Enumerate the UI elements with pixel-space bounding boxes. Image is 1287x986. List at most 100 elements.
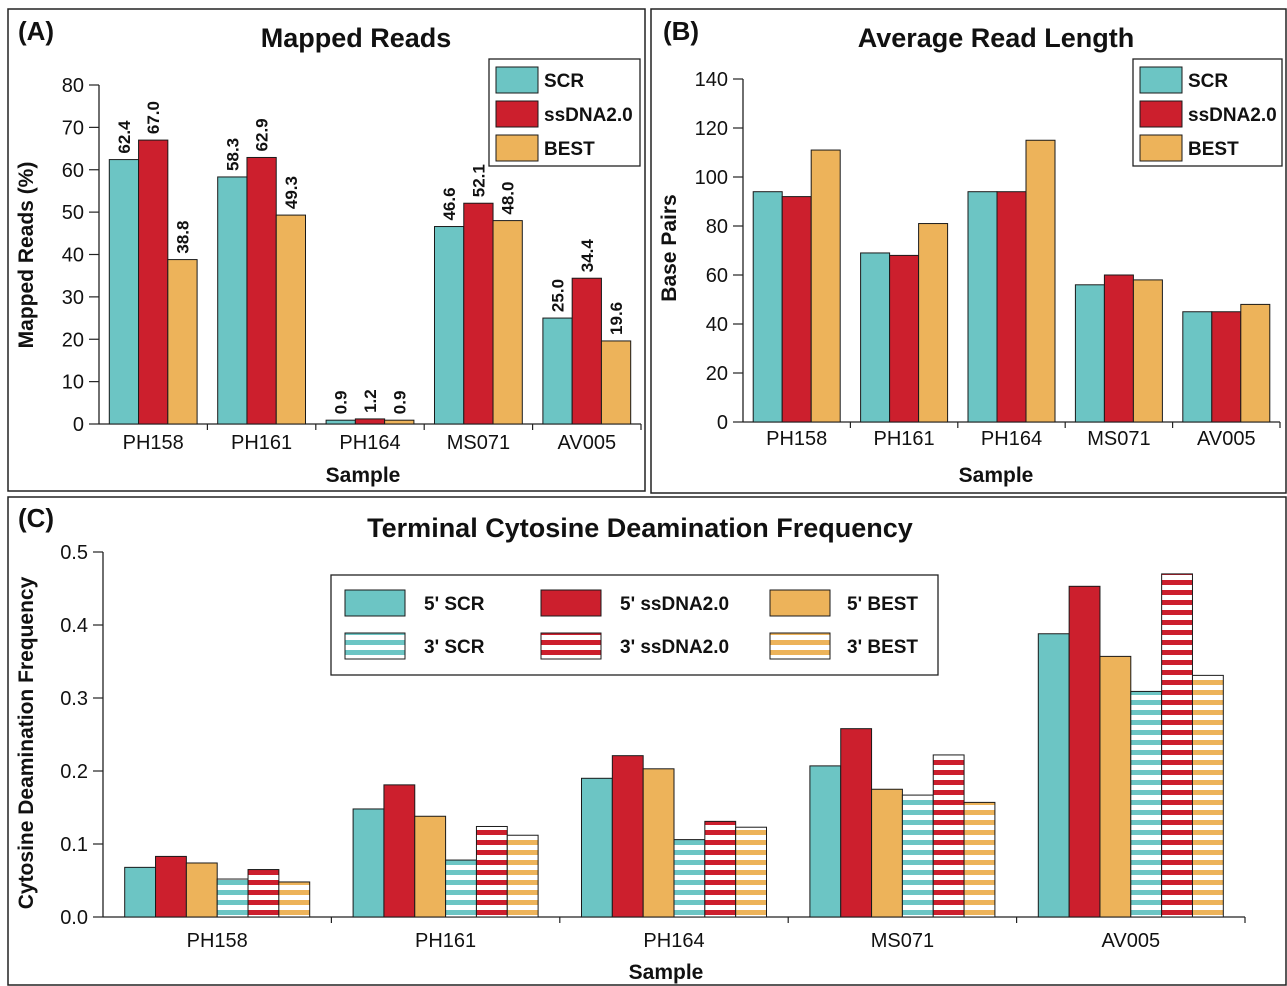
panel-c-ytick-label: 0.0 xyxy=(60,907,88,929)
panel-b-bar-best-ms071 xyxy=(1132,279,1163,423)
panel-c-legend-swatch-3-ssdna20 xyxy=(540,632,602,660)
panel-a-data-label: 25.0 xyxy=(549,279,568,312)
panel-a-data-label: 38.8 xyxy=(173,220,192,253)
panel-a-bar-ssdna20-ph158 xyxy=(138,139,169,425)
panel-b-legend-label-ssdna20: ssDNA2.0 xyxy=(1188,105,1277,126)
panel-b-bar-scr-ph164 xyxy=(967,191,998,423)
panel-a-bar-best-ms071 xyxy=(492,220,523,425)
panel-a-data-label: 58.3 xyxy=(223,138,242,171)
panel-b-ytick-label: 140 xyxy=(695,69,728,91)
panel-b-legend-swatch-best xyxy=(1139,134,1183,162)
panel-b-frame xyxy=(650,8,1287,494)
panel-c-bar-3-ssdna20-ph164 xyxy=(704,820,737,918)
panel-c-bar-3-ssdna20-ms071 xyxy=(932,754,965,918)
panel-c-bar-5-best-ph164 xyxy=(642,768,675,918)
panel-b-legend-label-best: BEST xyxy=(1188,139,1239,160)
panel-b-bar-best-av005 xyxy=(1240,303,1271,423)
panel-c-ytick-label: 0.3 xyxy=(60,688,88,710)
panel-c-bar-5-scr-ph161 xyxy=(352,808,385,918)
panel-a-data-label: 0.9 xyxy=(332,391,351,415)
panel-b-bar-scr-av005 xyxy=(1182,311,1213,423)
panel-a-category-label: MS071 xyxy=(447,432,510,454)
panel-b-ytick-label: 100 xyxy=(695,167,728,189)
panel-c-bar-5-scr-av005 xyxy=(1037,633,1070,918)
panel-c-legend-label-5-best: 5' BEST xyxy=(847,594,918,615)
panel-c-category-label: MS071 xyxy=(871,930,934,952)
panel-c-legend-label-3-scr: 3' SCR xyxy=(424,637,485,658)
panel-a-legend-label-ssdna20: ssDNA2.0 xyxy=(544,105,633,126)
panel-c-bar-3-ssdna20-av005 xyxy=(1161,573,1193,918)
panel-c-title: Terminal Cytosine Deamination Frequency xyxy=(367,513,913,543)
panel-c-bar-3-best-ph164 xyxy=(735,826,768,918)
panel-a-ytick-label: 80 xyxy=(62,75,84,97)
panel-a-legend-label-best: BEST xyxy=(544,139,595,160)
panel-a-frame xyxy=(7,8,646,492)
panel-a-bar-ssdna20-ph161 xyxy=(246,156,277,425)
panel-c-legend xyxy=(330,574,939,676)
panel-a-bar-ssdna20-av005 xyxy=(571,277,602,425)
panel-b-bar-best-ph158 xyxy=(810,149,841,423)
panel-b-bar-ssdna20-ph158 xyxy=(781,196,812,423)
panel-a-ytick-label: 60 xyxy=(62,160,84,182)
panel-b-xlabel: Sample xyxy=(959,464,1034,487)
panel-a-category-label: PH164 xyxy=(339,432,400,454)
panel-b-bar-ssdna20-av005 xyxy=(1211,311,1242,423)
panel-b-category-label: PH158 xyxy=(766,428,827,450)
panel-a-data-label: 46.6 xyxy=(440,187,459,220)
panel-a-bar-best-ph164 xyxy=(384,419,415,425)
panel-c-bar-5-ssdna20-ms071 xyxy=(840,728,873,918)
panel-b-bar-scr-ph161 xyxy=(860,252,891,423)
panel-a-bar-scr-ms071 xyxy=(433,226,465,425)
panel-c-bar-5-scr-ms071 xyxy=(809,765,842,918)
panel-b-legend-swatch-scr xyxy=(1139,66,1183,94)
panel-c-bar-3-best-ms071 xyxy=(963,801,996,918)
panel-a-bar-scr-ph164 xyxy=(325,419,356,425)
panel-c-bar-5-best-ms071 xyxy=(871,788,903,918)
panel-a-bar-best-ph161 xyxy=(275,214,307,425)
panel-a-data-label: 1.2 xyxy=(361,389,380,413)
panel-a-legend-swatch-best xyxy=(495,134,539,162)
panel-c-legend-label-3-best: 3' BEST xyxy=(847,637,918,658)
panel-b-ytick-label: 0 xyxy=(717,412,728,434)
panel-c-bar-5-best-av005 xyxy=(1099,655,1132,918)
panel-c-bar-3-scr-ph161 xyxy=(445,859,477,918)
panel-b-category-label: AV005 xyxy=(1197,428,1256,450)
panel-a-data-label: 19.6 xyxy=(607,302,626,335)
panel-c-bar-3-best-av005 xyxy=(1191,674,1224,918)
panel-b-title: Average Read Length xyxy=(858,23,1135,53)
panel-c-ytick-label: 0.2 xyxy=(60,761,88,783)
panel-c-legend-swatch-5-best xyxy=(769,589,831,617)
panel-a-ytick-label: 50 xyxy=(62,202,84,224)
panel-c-bar-5-ssdna20-ph158 xyxy=(155,855,187,918)
panel-a-ylabel: Mapped Reads (%) xyxy=(15,162,38,349)
panel-b-bar-scr-ph158 xyxy=(752,191,783,423)
panel-c-bar-3-scr-av005 xyxy=(1130,690,1163,918)
panel-b-ytick-label: 80 xyxy=(706,216,728,238)
panel-a-bar-scr-av005 xyxy=(542,317,573,425)
panel-c-bar-3-scr-ms071 xyxy=(901,794,934,918)
panel-a-ytick-label: 10 xyxy=(62,372,84,394)
panel-b-bar-best-ph164 xyxy=(1025,139,1056,423)
panel-a-category-label: PH158 xyxy=(123,432,184,454)
panel-c-ytick-label: 0.5 xyxy=(60,542,88,564)
panel-b-bar-ssdna20-ph161 xyxy=(889,254,920,423)
panel-c-plot: 0.0 0.1 0.2 0.3 0.4 0.5 PH158 PH161 PH164 MS071 AV… xyxy=(60,542,1246,952)
panel-a-bar-best-ph158 xyxy=(167,259,198,425)
panel-c-ylabel: Cytosine Deamination Frequency xyxy=(15,576,38,909)
panel-a-category-label: PH161 xyxy=(231,432,292,454)
panel-c-bar-5-ssdna20-ph164 xyxy=(611,755,644,918)
panel-c-bar-3-ssdna20-ph158 xyxy=(247,869,280,918)
panel-a-title: Mapped Reads xyxy=(261,23,452,53)
panel-a-label: (A) xyxy=(18,16,54,46)
panel-a-ytick-label: 40 xyxy=(62,245,84,267)
panel-a-data-label: 48.0 xyxy=(499,182,518,215)
panel-a-bar-ssdna20-ph164 xyxy=(354,418,386,425)
panel-c-category-label: PH164 xyxy=(643,930,704,952)
panel-b-plot: 0 20 40 60 80 100 120 140 PH158 PH161 PH164 MS071 AV… xyxy=(695,58,1283,450)
panel-c-legend-swatch-3-scr xyxy=(344,632,406,660)
panel-a-ytick-label: 0 xyxy=(73,414,84,436)
panel-b-category-label: PH161 xyxy=(874,428,935,450)
panel-a-data-label: 49.3 xyxy=(282,176,301,209)
panel-a-data-label: 34.4 xyxy=(578,239,597,273)
panel-b-bar-ssdna20-ph164 xyxy=(996,191,1027,423)
